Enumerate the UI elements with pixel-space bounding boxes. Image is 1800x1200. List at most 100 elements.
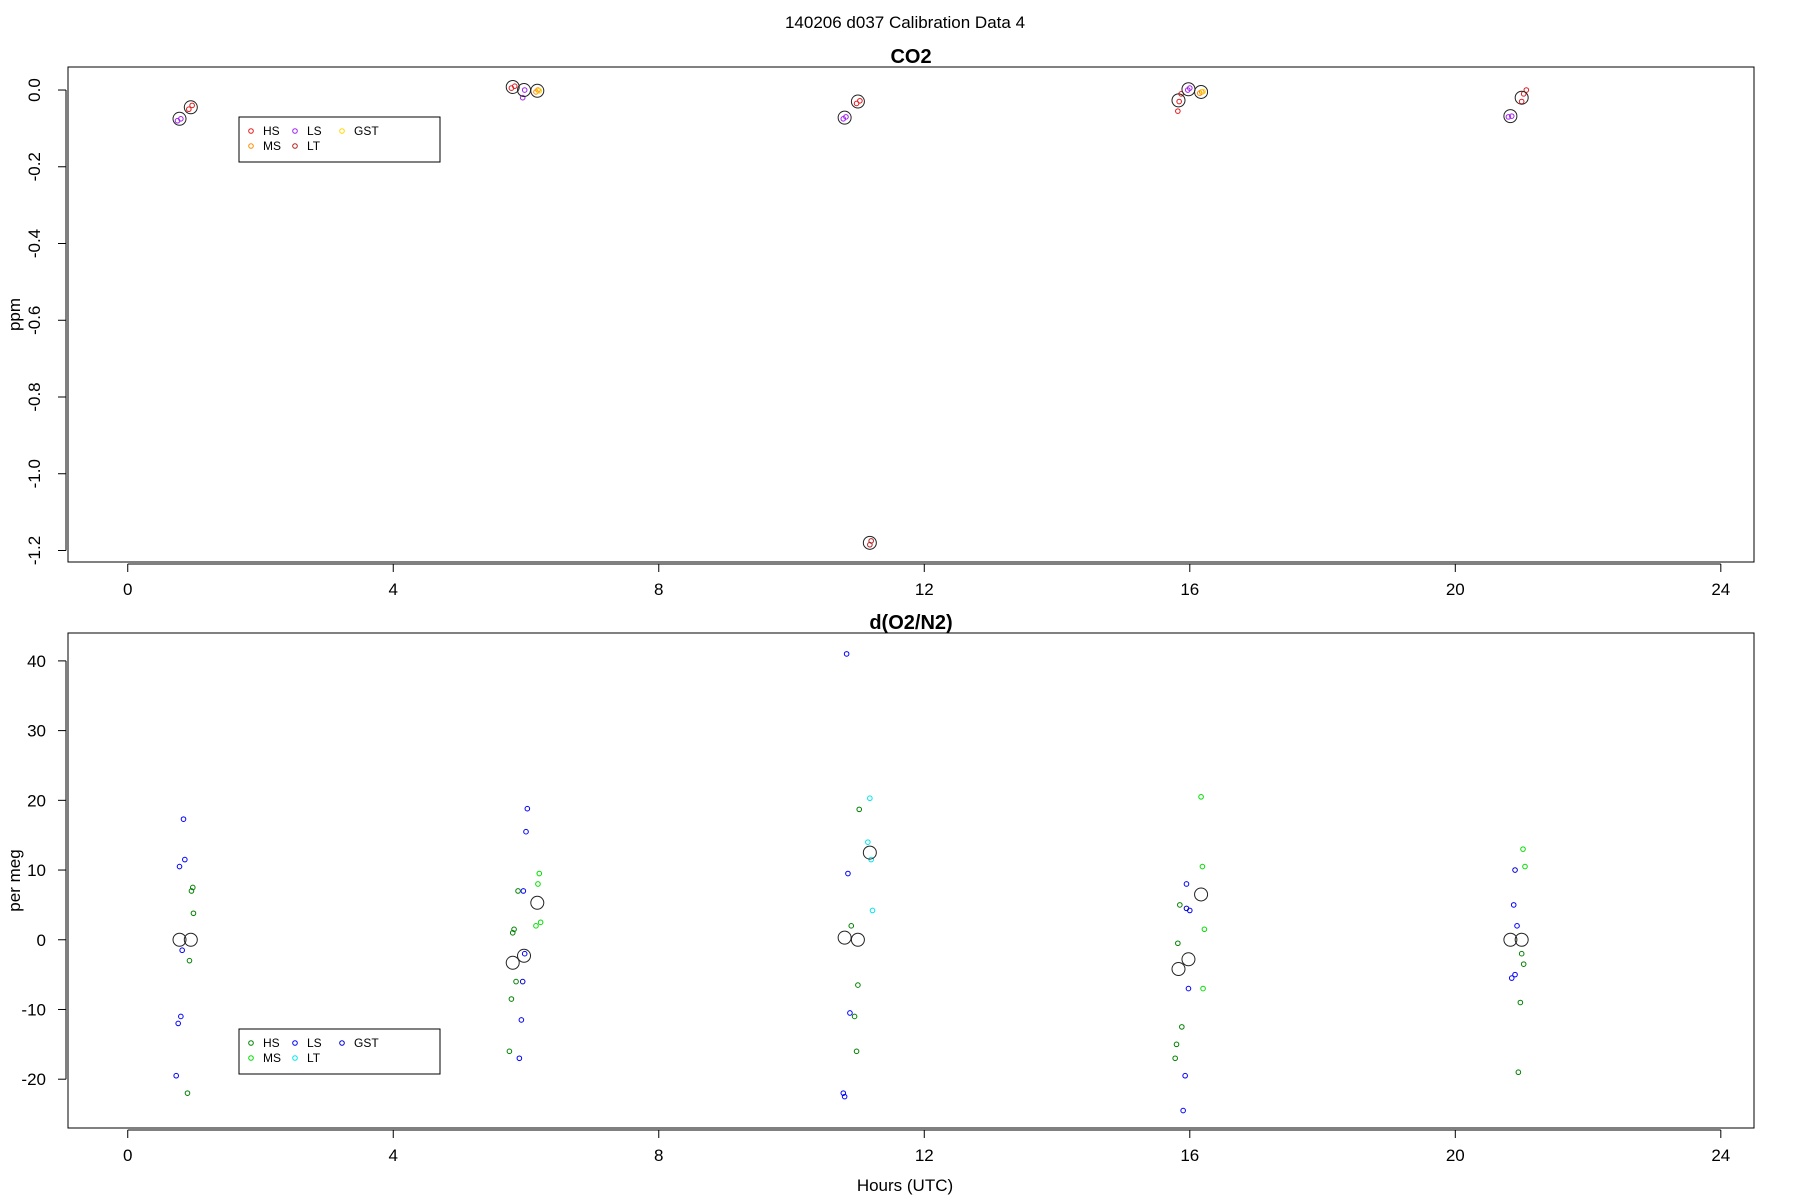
data-point-hs xyxy=(853,100,860,107)
x-tick-label: 20 xyxy=(1446,1146,1465,1165)
mean-marker xyxy=(1194,84,1209,99)
data-point-ls xyxy=(841,1093,848,1100)
legend-label-lt: LT xyxy=(307,1051,321,1065)
panel-title: CO2 xyxy=(890,46,931,68)
data-point-ms xyxy=(1198,794,1204,800)
x-tick-label: 12 xyxy=(915,1146,934,1165)
legend-label-ms: MS xyxy=(263,139,281,153)
data-point-ms xyxy=(536,870,543,877)
x-tick-label: 12 xyxy=(915,580,934,599)
y-tick-label: -0.6 xyxy=(25,306,44,335)
data-point-hs xyxy=(1520,961,1527,967)
data-point-ls xyxy=(524,805,531,812)
data-point-ls xyxy=(843,114,849,120)
x-axis-title: Hours (UTC) xyxy=(857,1176,953,1195)
legend-marker-gst xyxy=(339,1040,345,1046)
data-point-hs xyxy=(848,923,855,929)
legend-label-lt: LT xyxy=(307,139,321,153)
data-point-lt xyxy=(868,856,874,863)
mean-marker xyxy=(183,100,198,115)
y-tick-label: 20 xyxy=(27,791,46,810)
x-tick-label: 4 xyxy=(389,1146,398,1165)
data-point-gst xyxy=(1200,88,1206,95)
plot-frame xyxy=(67,632,1755,1129)
data-point-ms xyxy=(1522,863,1528,870)
legend-label-hs: HS xyxy=(263,124,280,138)
legend-marker-ls xyxy=(292,128,298,134)
data-point-hs xyxy=(1173,1041,1180,1048)
mean-marker xyxy=(1181,82,1196,97)
mean-marker xyxy=(530,83,545,98)
mean-marker xyxy=(1181,952,1196,967)
data-point-ls xyxy=(1182,1072,1188,1079)
data-point-hs xyxy=(1172,1055,1178,1062)
data-point-hs xyxy=(511,83,518,89)
data-point-hs xyxy=(855,982,861,988)
mean-marker xyxy=(172,932,187,947)
x-tick-label: 0 xyxy=(123,1146,132,1165)
data-point-hs xyxy=(1517,999,1524,1006)
co2-panel: CO2 ppm 0 4 8 12 16 20 24 0.0 -0.2 -0.4 -0.6 -0.8 -1.0… xyxy=(5,46,1755,599)
data-point-hs xyxy=(1175,940,1181,947)
data-point-hs xyxy=(509,929,516,936)
data-point-hs xyxy=(856,806,863,813)
legend-box xyxy=(238,116,441,163)
legend-marker-gst xyxy=(339,128,345,134)
legend-label-hs: HS xyxy=(263,1036,280,1050)
legend-label-ms: MS xyxy=(263,1051,281,1065)
data-point-hs xyxy=(857,97,863,104)
data-point-ls xyxy=(1183,881,1190,887)
x-tick-label: 16 xyxy=(1180,580,1199,599)
data-point-ls xyxy=(1186,85,1193,91)
x-tick-label: 24 xyxy=(1711,580,1730,599)
legend-marker-ms xyxy=(248,143,254,149)
data-point-hs xyxy=(1523,87,1530,93)
data-point-ms xyxy=(1200,985,1206,992)
mean-marker xyxy=(172,111,187,126)
data-point-hs xyxy=(513,978,519,985)
data-point-ms xyxy=(1199,863,1206,870)
x-tick-label: 20 xyxy=(1446,580,1465,599)
legend-marker-lt xyxy=(292,143,298,149)
data-point-lt xyxy=(868,538,874,544)
data-point-hs xyxy=(1176,98,1182,105)
mean-marker xyxy=(505,79,520,94)
data-point-hs xyxy=(189,102,195,109)
data-point-ms xyxy=(1520,846,1526,852)
data-point-ls xyxy=(843,651,850,657)
mean-marker xyxy=(517,83,532,98)
y-tick-label: -10 xyxy=(21,1000,46,1019)
x-tick-label: 16 xyxy=(1180,1146,1199,1165)
plot-frame xyxy=(67,66,1755,563)
data-point-gst xyxy=(536,87,543,94)
data-point-gst xyxy=(519,978,526,985)
data-point-hs xyxy=(186,106,192,113)
data-point-hs xyxy=(853,1048,860,1055)
data-point-ls xyxy=(1508,113,1515,119)
mean-marker xyxy=(862,535,877,550)
data-point-ms xyxy=(535,881,541,887)
data-point-hs xyxy=(1518,950,1525,957)
mean-marker xyxy=(1503,109,1518,124)
data-point-ls xyxy=(1185,985,1192,992)
data-point-hs xyxy=(1515,1069,1522,1076)
data-point-ls xyxy=(182,856,188,863)
data-point-ls xyxy=(175,1020,181,1027)
data-point-ls xyxy=(523,828,529,835)
legend-box xyxy=(238,1028,441,1075)
data-point-ls xyxy=(521,87,528,93)
data-point-hs xyxy=(515,888,521,894)
data-point-ls xyxy=(1512,971,1518,978)
data-point-hs xyxy=(190,910,197,917)
x-tick-label: 24 xyxy=(1711,1146,1730,1165)
mean-marker xyxy=(1171,93,1186,108)
x-tick-label: 4 xyxy=(389,580,398,599)
data-point-ls xyxy=(518,1017,525,1023)
data-point-ls xyxy=(847,1010,853,1016)
y-tick-label: 10 xyxy=(27,861,46,880)
data-point-lt xyxy=(867,795,873,802)
y-tick-label: 0.0 xyxy=(25,78,44,102)
data-point-ls xyxy=(180,816,187,822)
data-point-ms xyxy=(1201,926,1208,933)
